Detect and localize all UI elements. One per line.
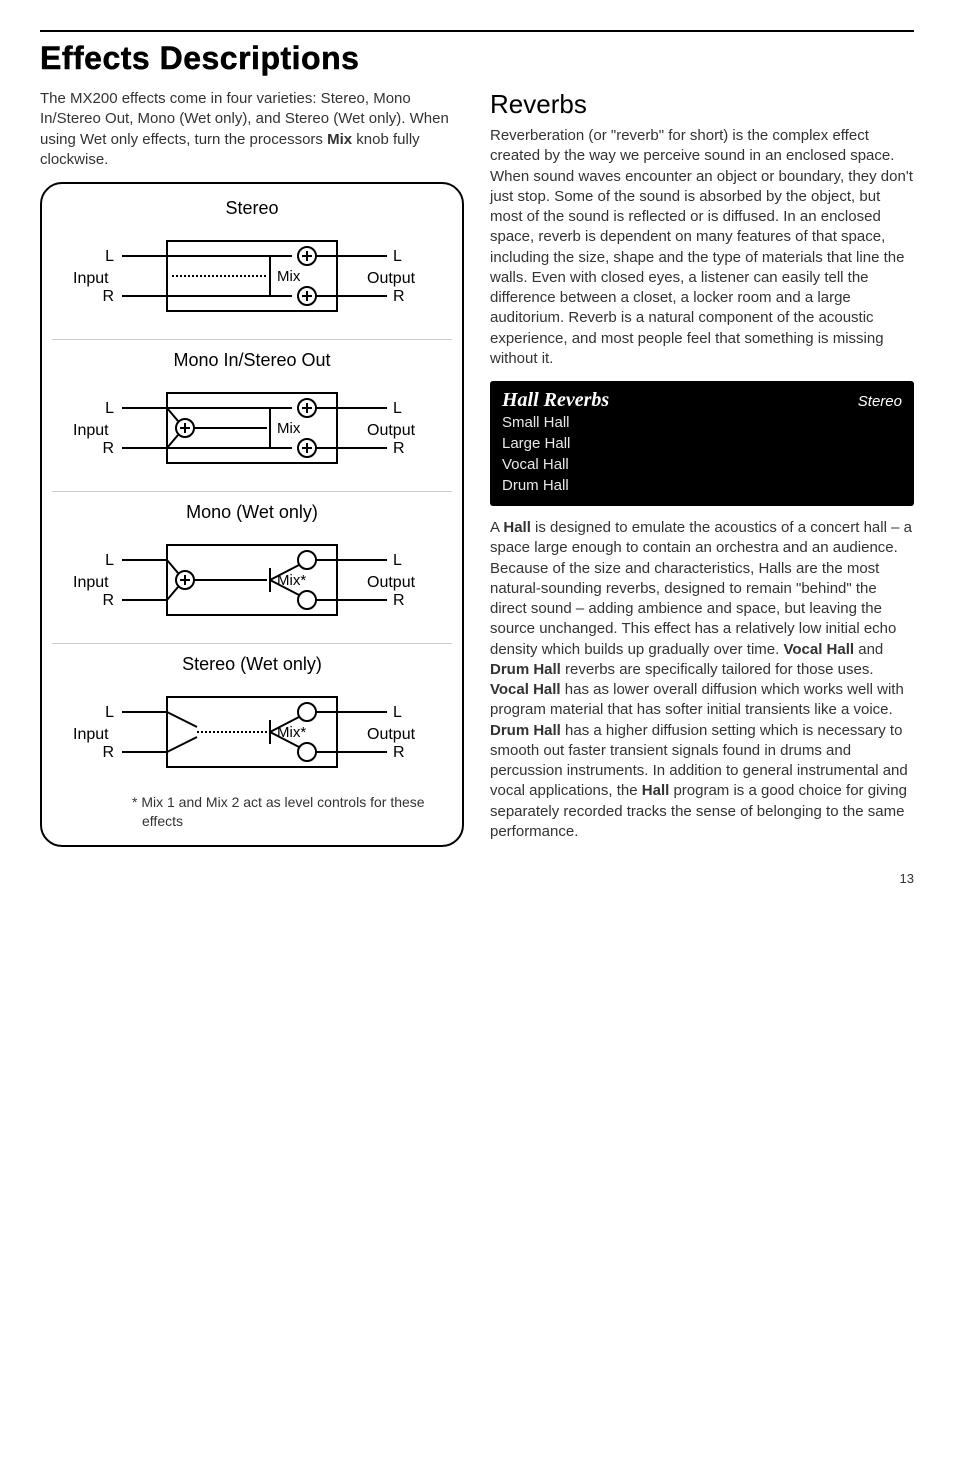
right-column: Reverbs Reverberation (or "reverb" for s… [490,89,914,847]
svg-text:L: L [105,400,114,417]
svg-text:R: R [102,592,114,609]
reverbs-intro: Reverberation (or "reverb" for short) is… [490,126,914,369]
svg-text:Output: Output [367,270,416,287]
info-box-item: Large Hall [502,433,902,454]
signal-flow-diagrams: Stereo L R Input Mix [40,182,464,847]
svg-text:R: R [393,288,405,305]
diagram-mono-in-stereo-out: Mono In/Stereo Out L R Input [52,350,452,483]
diagram-mono-wet: Mono (Wet only) L R Input Mix* [52,502,452,635]
svg-text:Output: Output [367,726,416,743]
info-box-stereo-label: Stereo [858,393,902,410]
diagram-title: Stereo [52,198,452,219]
reverbs-heading: Reverbs [490,89,914,120]
info-box-item: Vocal Hall [502,454,902,475]
stereo-svg: L R Input Mix [67,221,437,331]
diagram-stereo: Stereo L R Input Mix [52,198,452,331]
diagram-title: Mono (Wet only) [52,502,452,523]
hall-description: A Hall is designed to emulate the acoust… [490,518,914,842]
column-layout: The MX200 effects come in four varieties… [40,89,914,847]
divider [52,339,452,340]
monoin-svg: L R Input Mix [67,373,437,483]
diagram-title: Mono In/Stereo Out [52,350,452,371]
svg-text:R: R [102,288,114,305]
svg-text:L: L [105,248,114,265]
monowet-svg: L R Input Mix* L [67,525,437,635]
intro-bold-mix: Mix [327,131,352,148]
svg-text:L: L [393,248,402,265]
svg-text:R: R [102,440,114,457]
diagram-footnote: * Mix 1 and Mix 2 act as level controls … [142,793,452,831]
svg-text:L: L [393,552,402,569]
svg-text:R: R [102,744,114,761]
svg-text:Input: Input [73,422,109,439]
svg-text:Input: Input [73,270,109,287]
svg-text:R: R [393,440,405,457]
svg-text:L: L [105,704,114,721]
svg-text:R: R [393,592,405,609]
svg-text:Output: Output [367,574,416,591]
page-number: 13 [40,871,914,886]
info-box-item: Small Hall [502,412,902,433]
divider [52,643,452,644]
info-box-item: Drum Hall [502,475,902,496]
svg-text:Input: Input [73,574,109,591]
diagram-stereo-wet: Stereo (Wet only) L R Input Mix* [52,654,452,787]
info-box-title: Hall Reverbs [502,389,609,412]
svg-text:Mix: Mix [277,268,301,285]
top-rule [40,30,914,32]
svg-text:Mix: Mix [277,420,301,437]
svg-text:Output: Output [367,422,416,439]
intro-paragraph: The MX200 effects come in four varieties… [40,89,464,170]
svg-text:R: R [393,744,405,761]
svg-text:Input: Input [73,726,109,743]
hall-reverbs-box: Hall Reverbs Stereo Small Hall Large Hal… [490,381,914,506]
diagram-title: Stereo (Wet only) [52,654,452,675]
page-heading: Effects Descriptions [40,40,914,77]
stereowet-svg: L R Input Mix* L R Output [67,677,437,787]
svg-text:L: L [393,704,402,721]
svg-text:L: L [393,400,402,417]
divider [52,491,452,492]
svg-text:L: L [105,552,114,569]
left-column: The MX200 effects come in four varieties… [40,89,464,847]
